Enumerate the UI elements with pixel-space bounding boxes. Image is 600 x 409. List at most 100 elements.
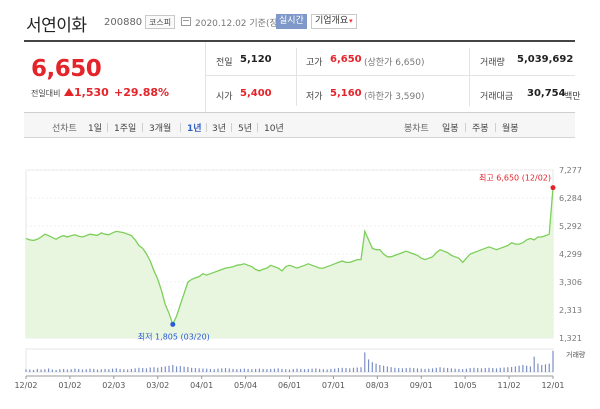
volume-bar — [224, 368, 227, 372]
period-3y-button[interactable]: 3년 — [212, 124, 227, 134]
volume-bar — [462, 369, 464, 372]
volume-bar — [510, 366, 513, 372]
change-label: 전일대비 — [31, 89, 61, 98]
realtime-button[interactable]: 실시간 — [276, 14, 307, 29]
trade-value-label: 거래대금 — [480, 92, 514, 102]
high-value: 6,650 — [330, 54, 362, 65]
x-tick-label: 11/02 — [498, 381, 521, 390]
candle-weekly-button[interactable]: 주봉 — [472, 124, 489, 134]
chart-period-bar — [24, 113, 575, 138]
change-percent: +29.88% — [114, 86, 170, 99]
volume-bar — [386, 366, 388, 372]
volume-bar — [134, 368, 136, 372]
volume-bar — [454, 368, 456, 372]
volume-bar — [142, 368, 144, 372]
x-tick-label: 01/02 — [58, 381, 81, 390]
price-line — [25, 187, 554, 327]
divider — [465, 123, 466, 132]
y-tick-label: 1,321 — [559, 334, 582, 343]
chevron-down-icon: ▾ — [349, 17, 353, 25]
candle-daily-button[interactable]: 일봉 — [442, 124, 459, 134]
volume-bar — [108, 369, 110, 372]
y-tick-label: 6,284 — [559, 194, 582, 203]
volume-bar — [277, 368, 279, 372]
price-chart[interactable]: 7,277 6,284 5,292 4,299 3,306 2,313 1,321 최고 6,… — [0, 140, 600, 409]
volume-bar — [44, 369, 46, 372]
period-3m-button[interactable]: 3개월 — [149, 124, 172, 134]
volume-bar — [458, 368, 460, 372]
volume-bar — [375, 363, 377, 372]
volume-bar — [413, 368, 415, 372]
volume-bar — [420, 368, 422, 372]
volume-bar — [480, 368, 483, 372]
volume-bar — [262, 368, 264, 372]
volume-bar — [119, 368, 121, 372]
volume-bar — [111, 368, 114, 372]
volume-bar — [47, 368, 50, 372]
x-tick-label: 09/01 — [410, 381, 433, 390]
volume-bar — [416, 368, 419, 372]
volume-bar — [495, 368, 498, 372]
volume-bar — [81, 369, 84, 372]
volume-bar — [315, 368, 317, 372]
volume-bar — [330, 368, 332, 372]
stock-header: 서연이화 200880 코스피 2020.12.02 기준(장마감) 실시간 기… — [0, 0, 600, 40]
volume-bar — [183, 366, 185, 372]
divider — [205, 42, 206, 112]
max-annotation: 최고 6,650 (12/02) — [479, 173, 551, 183]
volume-bar — [232, 368, 234, 372]
volume-bar — [25, 369, 27, 372]
volume-bar — [55, 369, 57, 372]
volume-bar — [194, 368, 196, 372]
volume-bar — [187, 366, 189, 372]
volume-bar — [172, 365, 174, 372]
company-info-dropdown[interactable]: 기업개요▾ — [311, 14, 357, 29]
volume-bar — [447, 368, 449, 372]
volume-bar — [59, 369, 61, 372]
divider — [24, 112, 575, 113]
volume-bar — [326, 369, 328, 372]
min-annotation: 최저 1,805 (03/20) — [138, 331, 210, 341]
open-value: 5,400 — [240, 88, 272, 99]
low-value: 5,160 — [330, 88, 362, 99]
period-1w-button[interactable]: 1주일 — [114, 124, 137, 134]
volume-bar — [145, 368, 148, 372]
max-point — [550, 185, 556, 191]
volume-bar — [322, 369, 324, 372]
period-5y-button[interactable]: 5년 — [238, 124, 253, 134]
volume-bar — [228, 368, 230, 372]
trade-value: 30,754 — [527, 88, 566, 99]
x-tick-label: 08/03 — [366, 381, 389, 390]
volume-bar — [477, 368, 479, 372]
volume-bar — [285, 369, 287, 372]
volume-bar — [153, 367, 155, 372]
volume-bar — [138, 367, 140, 372]
period-1d-button[interactable]: 1일 — [88, 124, 103, 134]
volume-bar — [311, 368, 313, 372]
volume-bar — [93, 368, 95, 372]
x-tick-label: 06/01 — [278, 381, 301, 390]
market-badge: 코스피 — [145, 15, 176, 29]
candle-monthly-button[interactable]: 월봉 — [502, 124, 519, 134]
volume-bar — [526, 365, 528, 372]
volume-bar — [247, 368, 249, 372]
x-tick-label: 05/04 — [234, 381, 257, 390]
volume-bar — [473, 367, 475, 372]
y-tick-label: 4,299 — [559, 250, 582, 259]
volume-bar — [206, 368, 208, 372]
volume-bar — [518, 365, 520, 372]
y-tick-label: 2,313 — [559, 306, 582, 315]
volume-bar — [236, 369, 238, 372]
x-tick-label: 03/02 — [146, 381, 169, 390]
volume-bar — [258, 368, 260, 372]
volume-bar — [371, 362, 373, 372]
period-1y-button[interactable]: 1년 — [187, 124, 202, 134]
volume-bar — [529, 366, 532, 372]
volume-bar — [379, 365, 381, 372]
volume-bar — [364, 352, 366, 372]
volume-bar — [168, 365, 170, 372]
period-10y-button[interactable]: 10년 — [264, 124, 284, 134]
divider — [296, 48, 297, 106]
volume-bar — [266, 369, 268, 372]
volume-bar — [390, 367, 392, 372]
